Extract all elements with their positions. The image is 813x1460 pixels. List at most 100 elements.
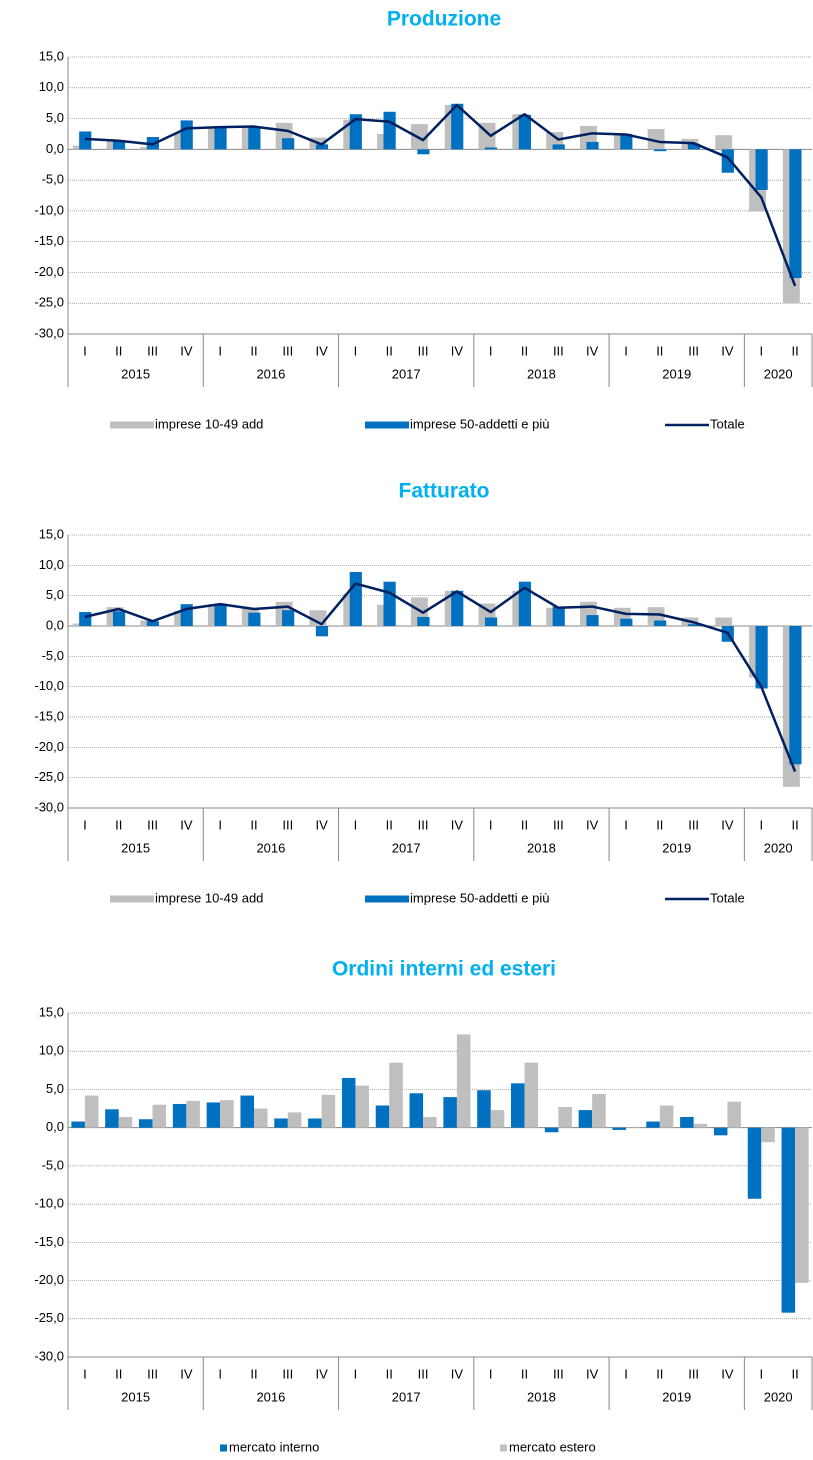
bar (755, 626, 768, 689)
bar (423, 1116, 437, 1128)
x-tick-label: I (759, 343, 763, 358)
x-tick-label: II (521, 343, 528, 358)
legend-label: Totale (710, 416, 745, 431)
y-tick-label: 0,0 (46, 1119, 64, 1134)
bar (620, 618, 633, 626)
bar (620, 133, 633, 150)
x-tick-label: I (354, 343, 358, 358)
group-label: 2020 (764, 840, 793, 855)
legend-label: Totale (710, 890, 745, 905)
bar (647, 129, 665, 150)
x-tick-label: IV (451, 343, 464, 358)
bar (578, 1110, 593, 1128)
bar (274, 1118, 288, 1128)
legend-label: mercato interno (229, 1439, 319, 1454)
bar (789, 149, 802, 278)
line (84, 103, 797, 287)
group-label: 2017 (392, 1389, 421, 1404)
y-tick-label: -25,0 (34, 1310, 64, 1325)
legend-label: imprese 10-49 add (155, 890, 263, 905)
bar (84, 1095, 99, 1128)
bar (315, 144, 329, 150)
x-tick-label: II (115, 817, 122, 832)
x-tick-label: IV (315, 817, 328, 832)
bar (248, 127, 261, 150)
group-label: 2018 (527, 366, 556, 381)
x-tick-label: III (147, 343, 158, 358)
x-tick-label: II (791, 817, 798, 832)
y-tick-label: -15,0 (34, 708, 64, 723)
group-label: 2018 (527, 1389, 556, 1404)
x-tick-label: III (418, 343, 429, 358)
bar (715, 135, 733, 150)
x-tick-label: II (115, 1366, 122, 1381)
y-tick-label: -10,0 (34, 678, 64, 693)
bar (282, 610, 295, 626)
bar (282, 138, 295, 150)
group-label: 2018 (527, 840, 556, 855)
bar (186, 1100, 200, 1128)
bar (626, 1126, 640, 1128)
x-tick-label: III (688, 817, 699, 832)
x-tick-label: III (553, 817, 564, 832)
bar (417, 616, 430, 626)
bar (586, 615, 599, 626)
y-tick-label: -20,0 (34, 1272, 64, 1287)
x-tick-label: IV (315, 1366, 328, 1381)
bar (355, 1085, 369, 1128)
x-tick-label: IV (586, 1366, 599, 1381)
x-tick-label: II (521, 817, 528, 832)
bar (612, 1127, 626, 1130)
bar (747, 1127, 762, 1199)
x-tick-label: II (386, 1366, 393, 1381)
legend-swatch (110, 895, 154, 903)
x-tick-label: II (115, 343, 122, 358)
bar (687, 143, 701, 150)
bar (79, 612, 92, 626)
x-tick-label: IV (586, 817, 599, 832)
bar (172, 1103, 187, 1128)
x-tick-label: I (218, 343, 222, 358)
x-tick-label: II (791, 1366, 798, 1381)
y-tick-label: 0,0 (46, 141, 64, 156)
bar (383, 581, 396, 626)
y-tick-label: -20,0 (34, 739, 64, 754)
bar (518, 581, 531, 626)
legend-swatch (365, 421, 409, 429)
x-tick-label: II (250, 817, 257, 832)
y-tick-label: -5,0 (42, 1157, 64, 1172)
chart-title: Fatturato (399, 480, 490, 503)
bar (321, 1094, 336, 1128)
y-tick-label: -10,0 (34, 1196, 64, 1211)
bar (248, 612, 261, 626)
x-tick-label: IV (180, 817, 193, 832)
bar (139, 1119, 153, 1128)
group-label: 2015 (121, 840, 150, 855)
bar (315, 626, 329, 637)
x-tick-label: III (282, 1366, 293, 1381)
bar (287, 1112, 302, 1128)
bar (484, 617, 498, 626)
legend-swatch (365, 895, 409, 903)
group-label: 2017 (392, 840, 421, 855)
x-tick-label: IV (721, 343, 734, 358)
bar (105, 1109, 119, 1128)
group-label: 2019 (662, 366, 691, 381)
y-tick-label: -30,0 (34, 799, 64, 814)
bar (761, 1127, 775, 1143)
y-tick-label: 0,0 (46, 617, 64, 632)
x-tick-label: II (250, 1366, 257, 1381)
x-tick-label: IV (451, 817, 464, 832)
x-tick-label: III (147, 1366, 158, 1381)
x-tick-label: I (218, 1366, 222, 1381)
bar (240, 1095, 254, 1128)
legend-label: imprese 50-addetti e più (410, 416, 549, 431)
bar (456, 1034, 471, 1128)
bar (524, 1062, 539, 1128)
bar (118, 1116, 133, 1128)
bar (389, 1062, 403, 1128)
y-tick-label: 10,0 (39, 557, 64, 572)
x-tick-label: I (489, 817, 493, 832)
group-label: 2015 (121, 366, 150, 381)
bar (646, 1121, 660, 1128)
